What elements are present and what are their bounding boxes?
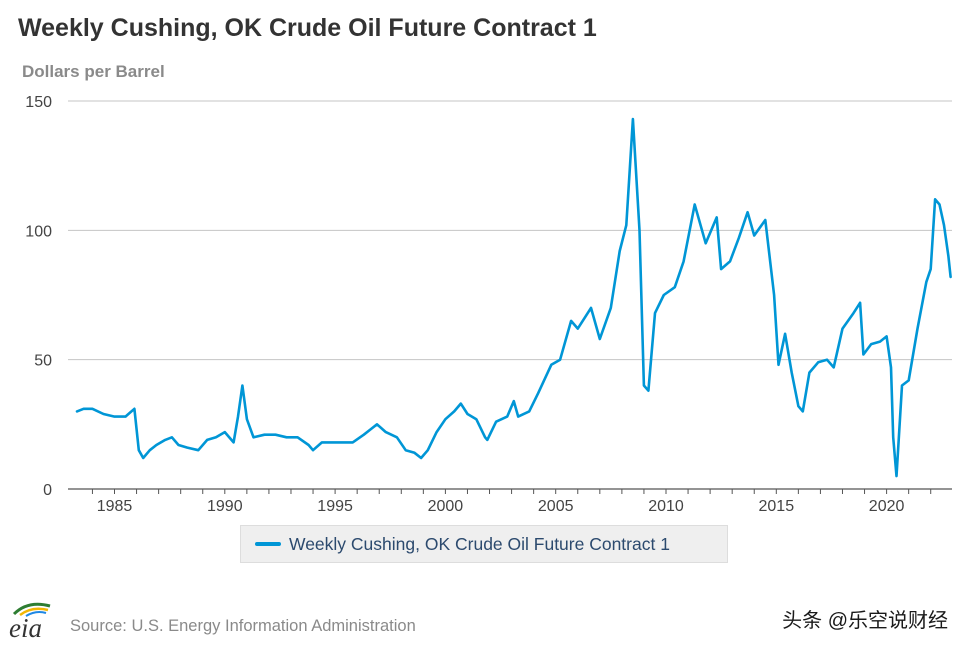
x-tick-label: 2020 <box>869 498 905 515</box>
legend-label: Weekly Cushing, OK Crude Oil Future Cont… <box>289 533 670 554</box>
y-tick-label: 0 <box>43 482 52 499</box>
x-tick-label: 1990 <box>207 498 243 515</box>
source-note: Source: U.S. Energy Information Administ… <box>70 617 416 635</box>
x-tick-label: 1995 <box>317 498 353 515</box>
chart-title: Weekly Cushing, OK Crude Oil Future Cont… <box>18 14 597 42</box>
svg-text:eia: eia <box>9 613 42 640</box>
watermark-text: 头条 @乐空说财经 <box>782 610 948 632</box>
legend-swatch <box>255 542 281 546</box>
eia-logo: eia <box>9 602 51 640</box>
x-tick-label: 2010 <box>648 498 684 515</box>
line-chart: 0 50 100 150 1985 1990 1995 2000 2005 2010 2015 20… <box>25 94 952 515</box>
y-tick-label: 150 <box>25 94 52 111</box>
x-tick-label: 2000 <box>428 498 464 515</box>
x-tick-label: 2005 <box>538 498 574 515</box>
gridlines <box>68 100 952 490</box>
y-tick-label: 50 <box>34 353 52 370</box>
legend[interactable]: Weekly Cushing, OK Crude Oil Future Cont… <box>240 525 728 563</box>
series-group <box>75 117 952 478</box>
y-axis-units-label: Dollars per Barrel <box>22 62 165 81</box>
series-line <box>75 117 952 478</box>
x-tick-label: 1985 <box>97 498 133 515</box>
y-tick-label: 100 <box>25 223 52 240</box>
x-axis-ticks: 1985 1990 1995 2000 2005 2010 2015 2020 <box>91 489 932 515</box>
y-axis-ticks: 0 50 100 150 <box>25 94 52 499</box>
x-tick-label: 2015 <box>759 498 795 515</box>
